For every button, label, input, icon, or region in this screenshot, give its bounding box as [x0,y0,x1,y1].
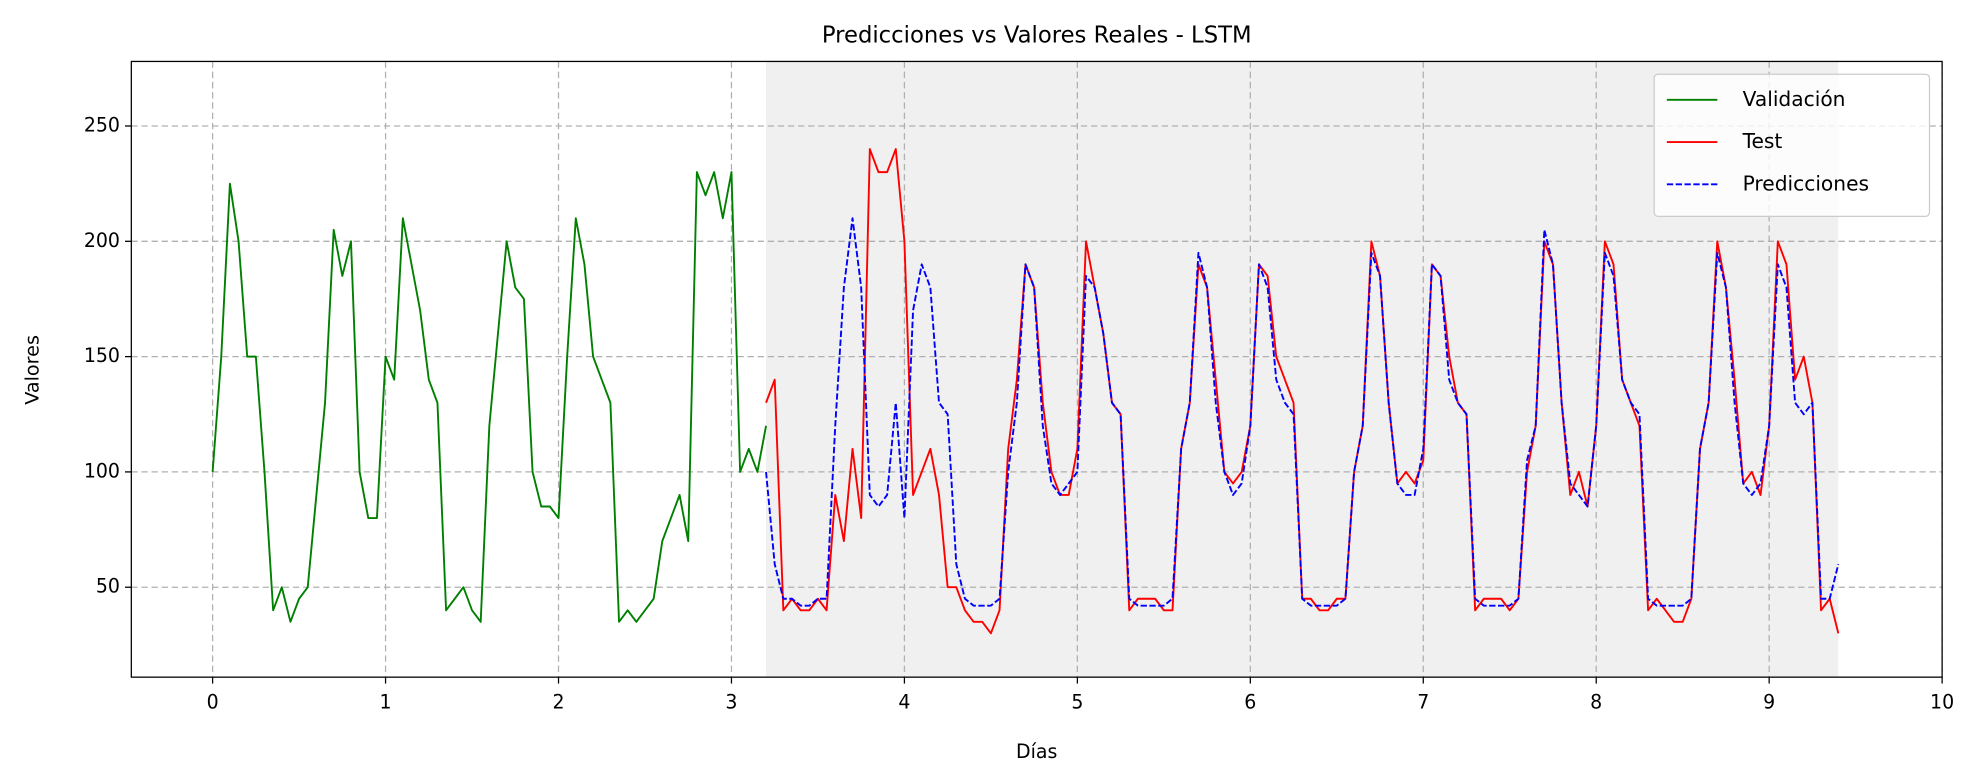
y-tick-label: 150 [84,345,120,367]
legend-box [1653,73,1931,217]
y-tick-label: 250 [84,114,120,136]
x-tick-label: 8 [1590,691,1602,713]
y-axis-label: Valores [21,335,43,405]
x-tick-label: 2 [552,691,564,713]
x-tick-label: 3 [725,691,737,713]
legend-label: Validación [1743,87,1846,111]
x-tick-label: 0 [207,691,219,713]
x-tick-label: 10 [1930,691,1954,713]
legend: Validación Test Predicciones [1653,73,1931,217]
x-axis-label: Días [1016,741,1057,763]
series-line [211,171,767,623]
chart-title: Predicciones vs Valores Reales - LSTM [822,22,1252,48]
x-tick-label: 1 [380,691,392,713]
legend-label: Test [1742,129,1783,153]
series-line [765,217,1840,607]
x-tick-label: 4 [898,691,910,713]
x-tick-label: 9 [1763,691,1775,713]
y-tick-label: 200 [84,230,120,252]
x-tick-label: 6 [1244,691,1256,713]
y-tick-label: 100 [84,460,120,482]
y-tick-label: 50 [96,576,120,598]
x-tick-label: 7 [1417,691,1429,713]
plot-frame [130,60,1943,678]
legend-label: Predicciones [1743,171,1869,195]
x-tick-label: 5 [1071,691,1083,713]
